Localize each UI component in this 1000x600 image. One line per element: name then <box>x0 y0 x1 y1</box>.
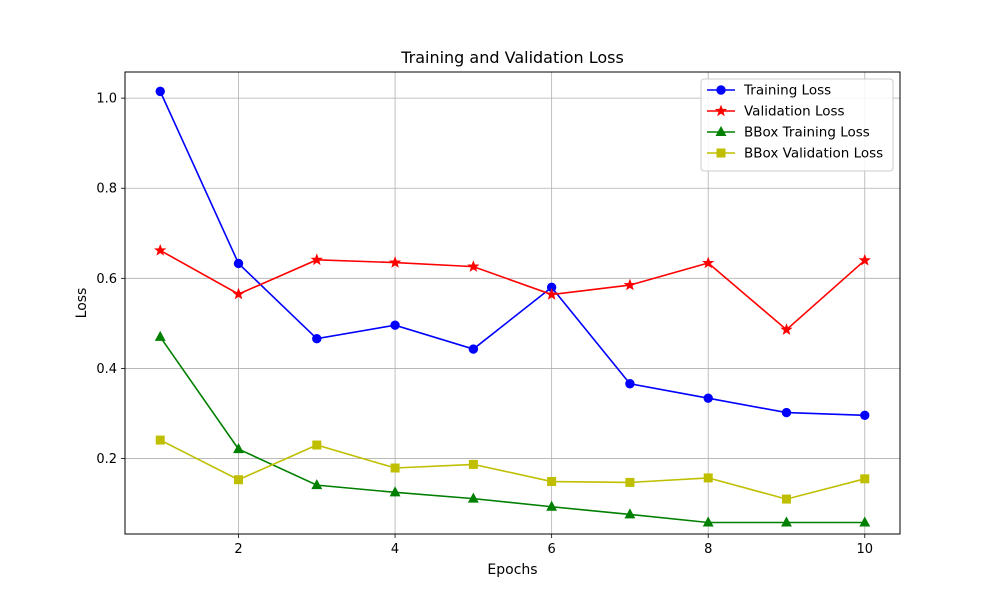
data-point <box>234 475 244 485</box>
data-point <box>859 516 871 527</box>
y-tick-label: 1.0 <box>96 92 117 107</box>
data-point <box>154 243 167 256</box>
y-axis-label: Loss <box>74 288 90 319</box>
legend-marker <box>716 148 726 158</box>
legend-box <box>700 78 894 172</box>
x-axis-ticks: 2 4 6 8 10 <box>234 534 873 557</box>
y-tick-label: 0.6 <box>96 272 117 287</box>
data-point <box>625 379 635 389</box>
series-line <box>159 439 865 500</box>
legend-label: BBox Training Loss <box>744 125 870 141</box>
data-point <box>233 258 244 269</box>
data-point <box>780 323 793 335</box>
data-point <box>389 486 401 497</box>
chart-title: Training and Validation Loss <box>400 48 624 67</box>
data-point <box>545 288 558 300</box>
series-line <box>159 249 866 331</box>
data-point <box>858 253 871 266</box>
data-point <box>623 278 637 291</box>
data-point <box>702 516 714 527</box>
legend-marker <box>714 104 728 117</box>
data-point <box>233 443 244 454</box>
series-layer <box>154 86 871 527</box>
data-point <box>312 440 322 450</box>
legend-label: BBox Validation Loss <box>744 146 883 162</box>
series-2 <box>154 330 871 527</box>
data-point <box>310 253 323 266</box>
data-point <box>781 407 792 418</box>
legend-label: Training Loss <box>743 83 831 99</box>
data-point <box>860 410 870 420</box>
x-tick-label: 2 <box>234 542 242 557</box>
data-point <box>390 320 400 330</box>
data-point <box>703 473 713 483</box>
series-line <box>159 91 865 417</box>
data-point <box>155 86 165 97</box>
data-point <box>155 435 165 445</box>
data-point <box>467 260 480 272</box>
y-tick-label: 0.2 <box>96 452 117 467</box>
data-point <box>312 334 322 344</box>
data-point <box>860 474 870 484</box>
legend-item: Training Loss <box>707 83 831 99</box>
data-point <box>547 477 557 487</box>
data-point <box>388 256 402 268</box>
legend-marker <box>715 125 727 136</box>
y-axis-ticks: 0.2 0.4 0.6 0.8 1.0 <box>96 92 125 467</box>
series-3 <box>155 435 870 504</box>
data-point <box>702 256 715 269</box>
data-point <box>546 500 558 511</box>
data-point <box>625 477 635 487</box>
legend: Training Loss Validation Loss BBox Trainin… <box>700 78 894 172</box>
legend-label: Validation Loss <box>744 104 845 120</box>
series-1 <box>154 243 871 335</box>
x-tick-label: 10 <box>856 542 873 557</box>
data-point <box>468 459 478 469</box>
x-tick-label: 4 <box>391 542 399 557</box>
data-point <box>467 492 479 503</box>
data-point <box>311 479 323 490</box>
legend-item: BBox Training Loss <box>707 125 870 141</box>
data-point <box>468 344 479 354</box>
legend-item: Validation Loss <box>707 104 845 120</box>
data-point <box>781 516 792 527</box>
data-point <box>781 494 791 504</box>
x-tick-label: 8 <box>704 542 712 557</box>
series-line <box>159 336 865 524</box>
data-point <box>232 287 245 300</box>
data-point <box>624 508 636 519</box>
x-tick-label: 6 <box>548 542 556 557</box>
legend-item: BBox Validation Loss <box>707 146 883 162</box>
series-0 <box>155 86 870 420</box>
x-axis-label: Epochs <box>487 562 537 578</box>
legend-marker <box>716 85 726 95</box>
data-point <box>703 393 713 403</box>
y-tick-label: 0.8 <box>96 182 117 197</box>
y-tick-label: 0.4 <box>96 362 117 377</box>
data-point <box>390 463 400 473</box>
data-point <box>154 330 166 341</box>
plot-frame <box>124 71 901 535</box>
